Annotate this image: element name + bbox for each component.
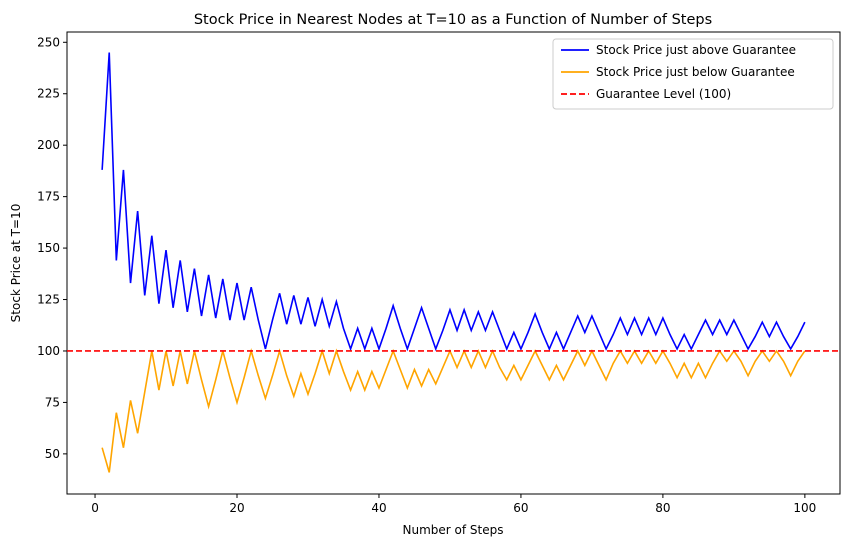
x-tick-label: 0	[91, 501, 99, 515]
y-axis-label: Stock Price at T=10	[9, 204, 23, 323]
chart-title: Stock Price in Nearest Nodes at T=10 as …	[194, 12, 712, 28]
y-tick-label: 100	[37, 344, 60, 358]
y-tick-label: 200	[37, 138, 60, 152]
legend: Stock Price just above Guarantee Stock P…	[552, 38, 834, 110]
plot-area	[66, 31, 841, 495]
y-tick-label: 125	[37, 293, 60, 307]
legend-frame	[552, 38, 834, 110]
series-line-above-guarantee	[101, 52, 806, 352]
series-line-below-guarantee	[101, 347, 806, 473]
legend-label-guarantee: Guarantee Level (100)	[596, 87, 731, 101]
y-tick-label: 250	[37, 35, 60, 49]
x-axis-label: Number of Steps	[403, 523, 504, 537]
series-layer	[67, 52, 840, 473]
x-tick-label: 40	[371, 501, 386, 515]
y-tick-label: 50	[45, 447, 60, 461]
x-tick-label: 60	[513, 501, 528, 515]
y-axis: 50 75 100 125 150 175 200 225 250	[37, 35, 67, 461]
x-tick-label: 80	[655, 501, 670, 515]
y-tick-label: 225	[37, 87, 60, 101]
legend-label-above: Stock Price just above Guarantee	[596, 43, 796, 57]
legend-label-below: Stock Price just below Guarantee	[596, 65, 795, 79]
y-tick-label: 75	[45, 395, 60, 409]
x-tick-label: 20	[229, 501, 244, 515]
x-axis: 0 20 40 60 80 100	[91, 494, 816, 515]
x-tick-label: 100	[793, 501, 816, 515]
y-tick-label: 150	[37, 241, 60, 255]
y-tick-label: 175	[37, 190, 60, 204]
